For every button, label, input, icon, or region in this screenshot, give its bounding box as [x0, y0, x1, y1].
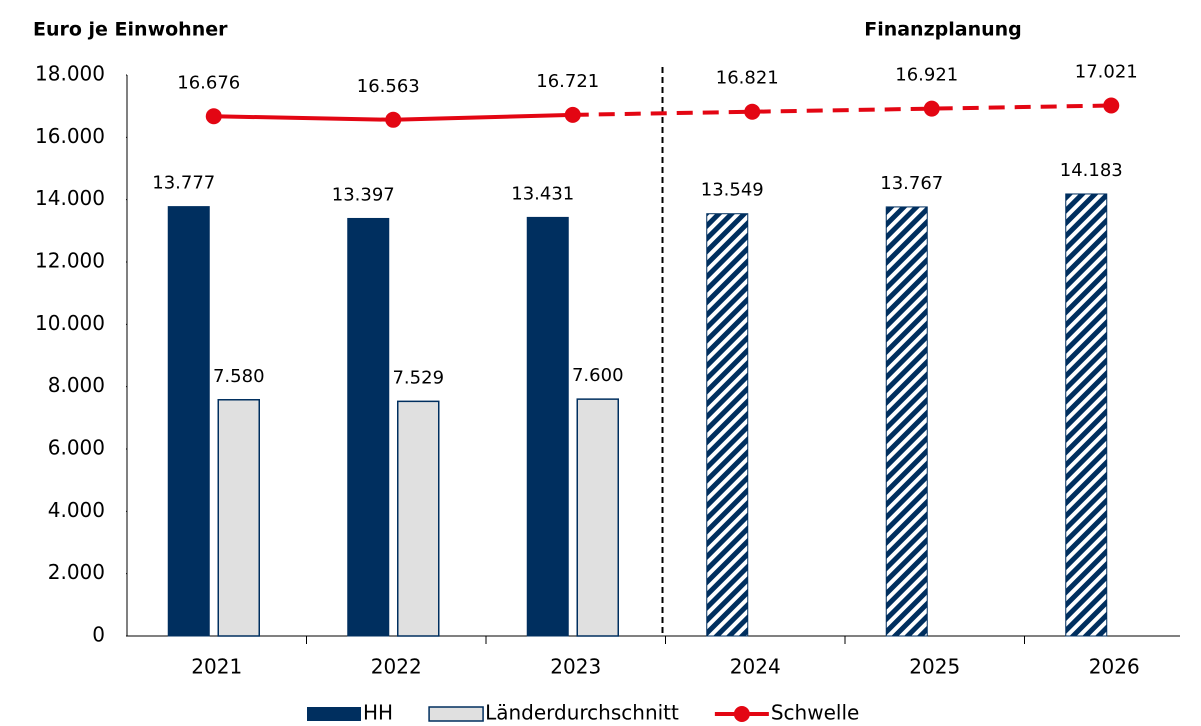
x-tick-label: 2021	[191, 655, 242, 679]
y-tick-label: 4.000	[48, 498, 105, 522]
marker	[923, 100, 940, 117]
value-label: 16.821	[716, 68, 779, 89]
value-label: 14.183	[1060, 160, 1123, 181]
y-tick-label: 2.000	[48, 560, 105, 584]
value-label: 13.549	[701, 180, 764, 201]
value-label: 17.021	[1075, 62, 1138, 83]
legend-label: Länderdurchschnitt	[485, 701, 679, 725]
value-label: 13.397	[332, 184, 395, 205]
line	[572, 103, 1112, 117]
bar	[1065, 193, 1108, 637]
value-label: 16.921	[895, 65, 958, 86]
bar	[885, 206, 928, 637]
y-tick-label: 12.000	[35, 249, 105, 273]
marker	[1103, 97, 1120, 114]
legend-swatch	[733, 706, 750, 722]
value-label: 7.600	[572, 365, 624, 386]
value-label: 16.721	[536, 71, 599, 92]
x-tick-label: 2026	[1089, 655, 1140, 679]
value-label: 16.676	[177, 72, 240, 93]
value-label: 13.767	[880, 173, 943, 194]
legend-swatch	[307, 707, 361, 721]
y-tick-label: 18.000	[35, 62, 105, 86]
legend-label: Schwelle	[771, 701, 859, 725]
legend-label: HH	[363, 701, 393, 725]
bar	[217, 399, 260, 637]
legend-swatch	[428, 706, 484, 722]
value-label: 16.563	[357, 76, 420, 97]
bar	[167, 206, 210, 637]
y-axis-label: Euro je Einwohner	[33, 19, 228, 41]
marker	[564, 106, 581, 123]
bar	[347, 217, 390, 637]
y-tick-label: 14.000	[35, 186, 105, 210]
marker	[205, 108, 222, 125]
y-tick-label: 0	[92, 623, 105, 647]
marker	[744, 103, 761, 120]
x-tick-label: 2025	[909, 655, 960, 679]
bar	[576, 398, 619, 637]
value-label: 7.529	[392, 367, 444, 388]
annotation: Finanzplanung	[864, 19, 1022, 41]
value-label: 7.580	[213, 366, 265, 387]
value-label: 13.777	[152, 173, 215, 194]
y-tick-label: 16.000	[35, 124, 105, 148]
bar	[526, 216, 569, 637]
x-tick-label: 2023	[550, 655, 601, 679]
bar	[706, 213, 749, 637]
bar	[397, 400, 440, 637]
y-tick-label: 6.000	[48, 436, 105, 460]
x-tick-label: 2022	[371, 655, 422, 679]
marker	[385, 111, 402, 128]
y-tick-label: 8.000	[48, 373, 105, 397]
y-tick-label: 10.000	[35, 311, 105, 335]
x-tick-label: 2024	[730, 655, 781, 679]
value-label: 13.431	[511, 183, 574, 204]
